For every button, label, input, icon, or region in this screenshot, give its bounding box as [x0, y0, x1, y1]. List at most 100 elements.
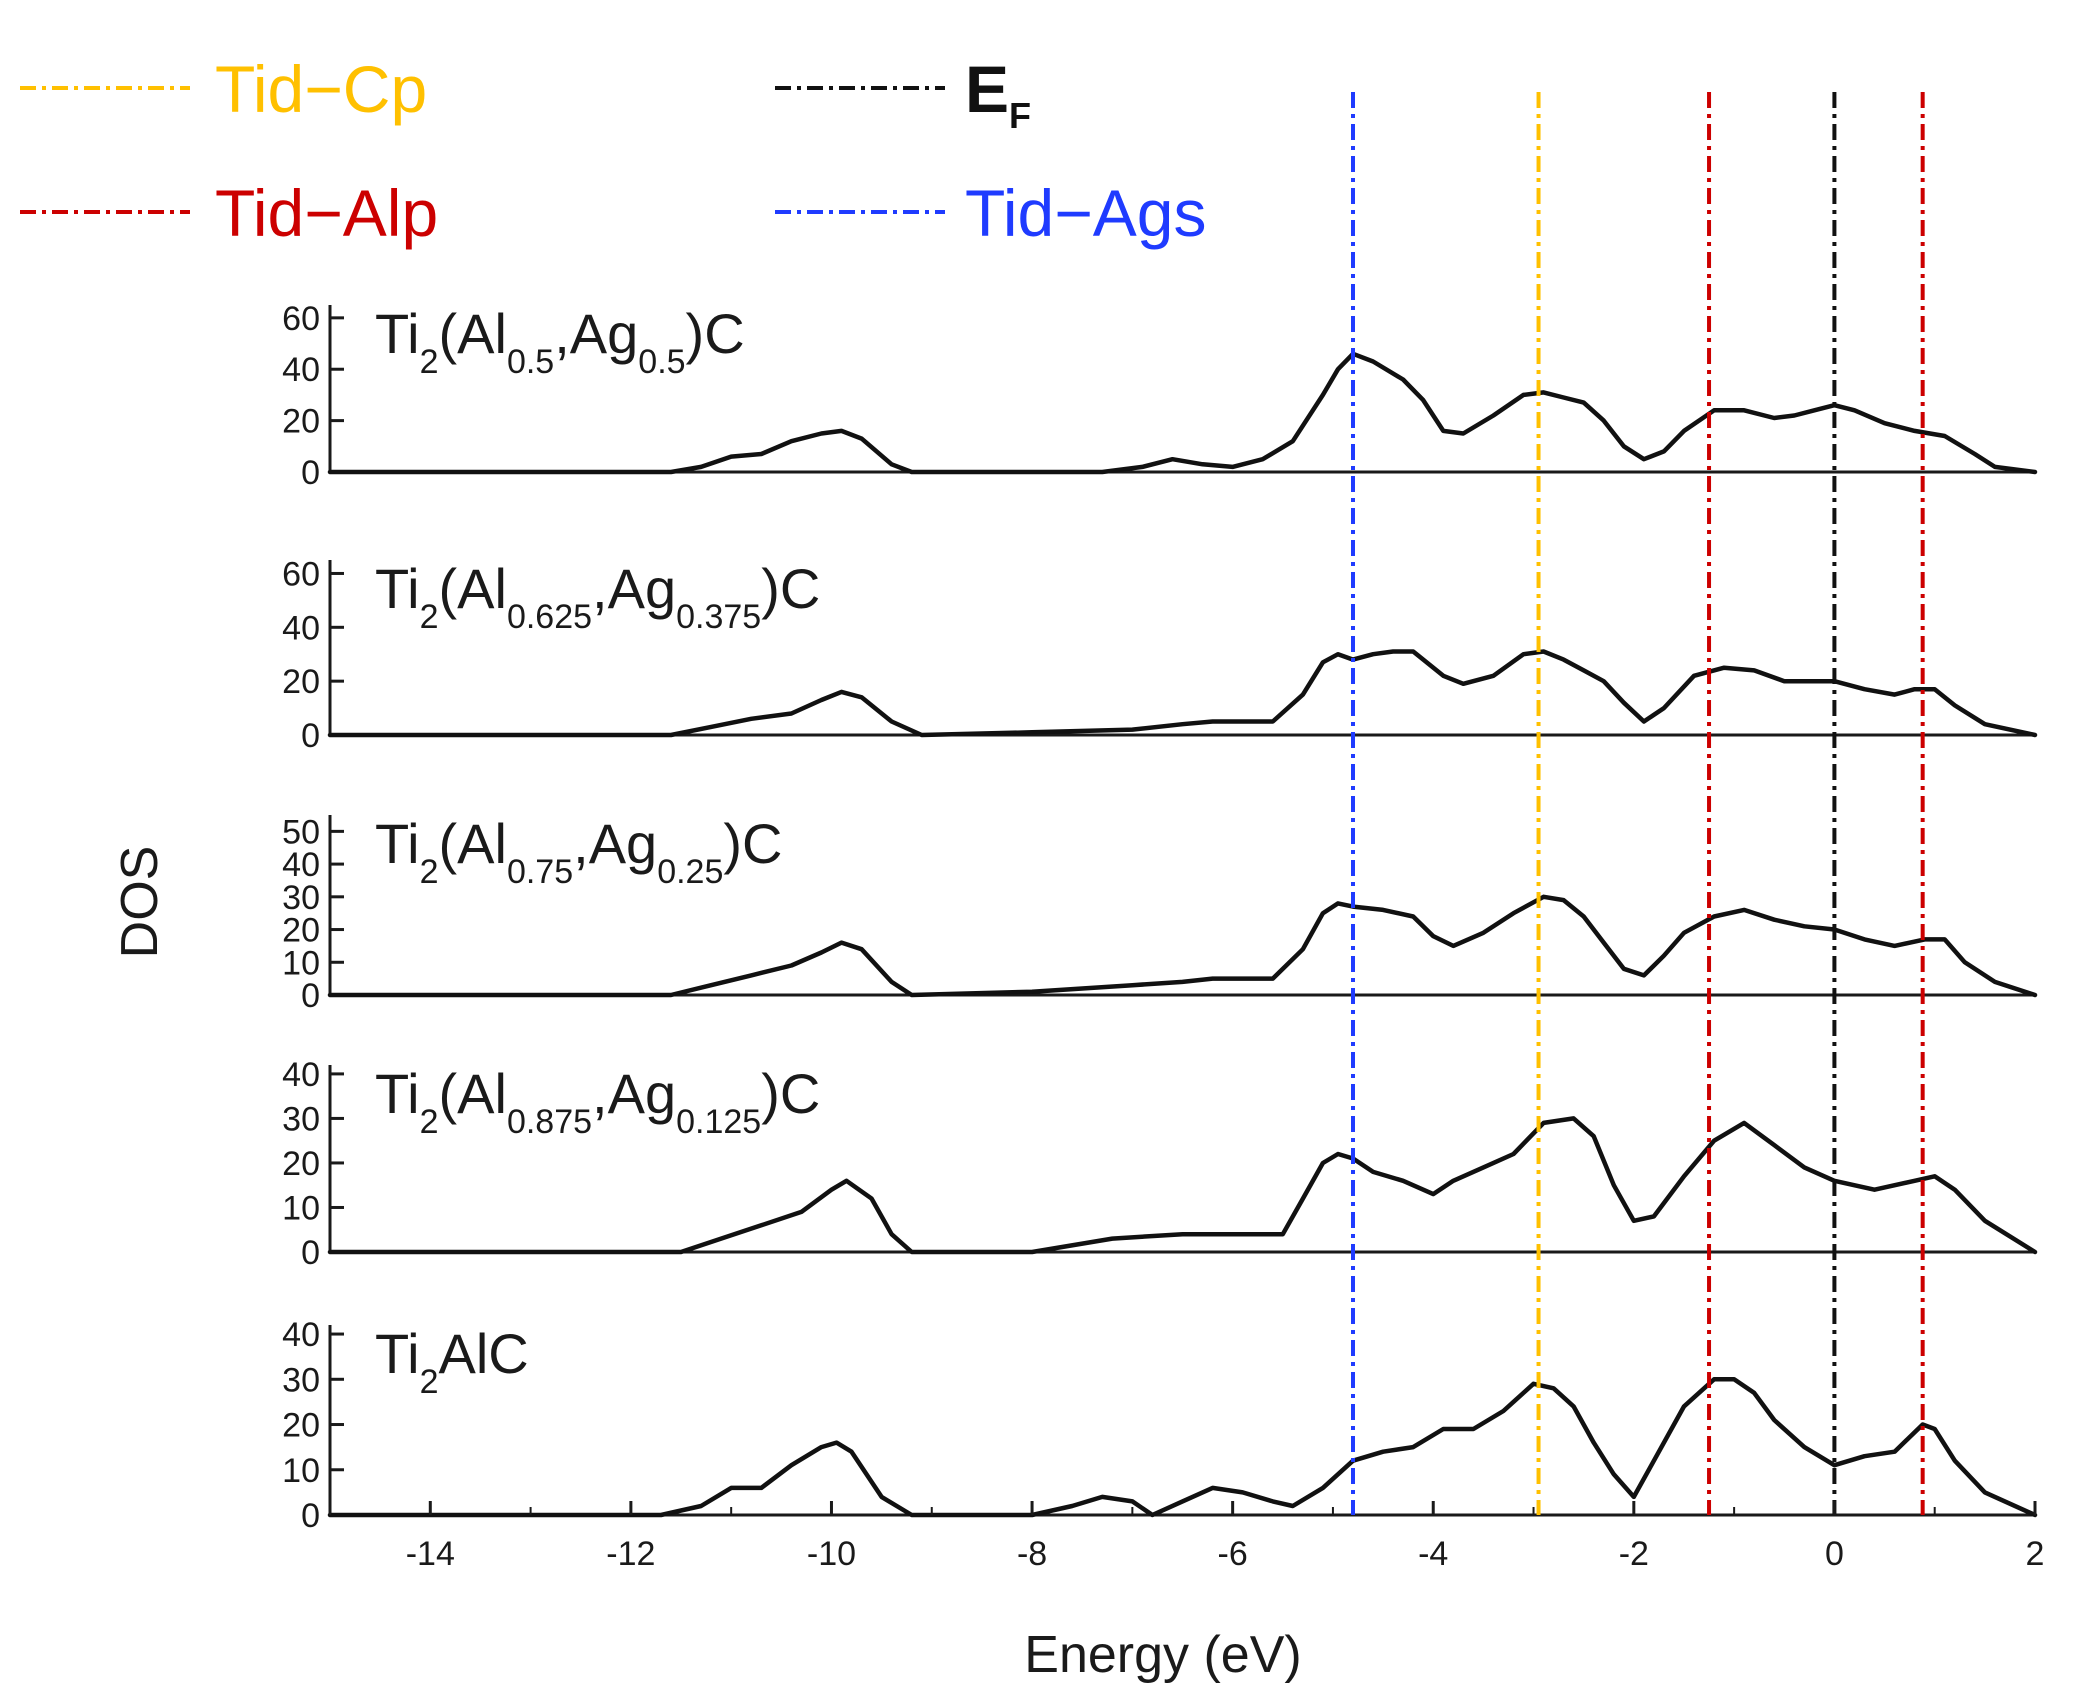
label-subscript: 0.875 — [507, 1103, 592, 1141]
label-text: )C — [723, 812, 782, 875]
label-subscript: 0.625 — [507, 598, 592, 636]
panel-label: Ti2(Al0.75,Ag0.25)C — [375, 812, 782, 891]
label-text: Ti — [375, 1322, 420, 1385]
label-text: AlC — [439, 1322, 529, 1385]
label-subscript: 2 — [420, 853, 439, 891]
x-tick-label: -8 — [1017, 1535, 1047, 1573]
y-tick-label: 60 — [282, 555, 320, 593]
y-tick-label: 0 — [301, 1497, 320, 1535]
y-tick-label: 20 — [282, 663, 320, 701]
x-tick-label: -2 — [1619, 1535, 1649, 1573]
label-text: (Al — [439, 302, 507, 365]
legend-label: EF — [965, 52, 1031, 136]
x-tick-label: -6 — [1218, 1535, 1248, 1573]
y-tick-label: 30 — [282, 1361, 320, 1399]
label-subscript: 0.125 — [676, 1103, 761, 1141]
label-subscript: 0.75 — [507, 853, 573, 891]
dos-panel-5: 0 10 20 30 40 Ti2AlC — [282, 1316, 2038, 1535]
legend-item: Tid−Alp — [20, 176, 438, 250]
dos-panel-2: 0 20 40 60 Ti2(Al0.625,Ag0.375)C — [282, 555, 2038, 755]
y-tick-label: 10 — [282, 944, 320, 982]
dos-curve — [327, 894, 2038, 998]
dos-curve — [327, 351, 2038, 475]
y-tick-label: 40 — [282, 351, 320, 389]
y-tick-label: 20 — [282, 403, 320, 441]
y-tick-label: 60 — [282, 300, 320, 338]
y-tick-label: 20 — [282, 1145, 320, 1183]
y-tick-label: 30 — [282, 1100, 320, 1138]
x-tick-label: -14 — [406, 1535, 455, 1573]
legend-text: Tid−Alp — [215, 176, 438, 250]
y-tick-label: 0 — [301, 977, 320, 1015]
label-text: )C — [761, 557, 820, 620]
x-axis-title: Energy (eV) — [1024, 1626, 1301, 1684]
legend-subscript: F — [1009, 95, 1031, 136]
x-axis: -14 -12 -10 -8 -6 -4 -2 0 2 — [329, 1501, 2045, 1573]
y-tick-label: 20 — [282, 912, 320, 950]
label-text: ,Ag — [573, 812, 657, 875]
dos-panel-4: 0 10 20 30 40 Ti2(Al0.875,Ag0.125)C — [282, 1056, 2038, 1272]
panel-label: Ti2(Al0.625,Ag0.375)C — [375, 557, 820, 636]
label-subscript: 0.375 — [676, 598, 761, 636]
y-tick-label: 30 — [282, 879, 320, 917]
y-tick-label: 50 — [282, 813, 320, 851]
label-subscript: 2 — [420, 1363, 439, 1401]
dos-curve — [327, 1116, 2038, 1255]
label-subscript: 0.5 — [507, 343, 554, 381]
label-subscript: 2 — [420, 343, 439, 381]
y-tick-label: 40 — [282, 609, 320, 647]
label-text: Ti — [375, 302, 420, 365]
y-tick-label: 20 — [282, 1407, 320, 1445]
legend: Tid−Cp Tid−Alp EF Tid−Ags — [20, 52, 1207, 250]
x-tick-label: -12 — [606, 1535, 655, 1573]
dos-curve — [327, 649, 2038, 738]
label-subscript: 2 — [420, 598, 439, 636]
y-tick-label: 0 — [301, 1234, 320, 1272]
x-tick-label: 0 — [1825, 1535, 1844, 1573]
label-text: (Al — [439, 557, 507, 620]
legend-label: Tid−Cp — [215, 52, 427, 126]
y-tick-label: 10 — [282, 1452, 320, 1490]
legend-text: E — [965, 52, 1009, 126]
y-axis-title: DOS — [111, 846, 169, 959]
label-text: Ti — [375, 557, 420, 620]
legend-item: Tid−Ags — [775, 176, 1207, 250]
x-tick-label: -4 — [1418, 1535, 1448, 1573]
label-text: ,Ag — [554, 302, 638, 365]
reference-lines — [1351, 92, 1925, 1515]
label-subscript: 0.5 — [638, 343, 685, 381]
label-text: (Al — [439, 812, 507, 875]
panel-label: Ti2AlC — [375, 1322, 529, 1401]
label-text: Ti — [375, 1062, 420, 1125]
panel-label: Ti2(Al0.875,Ag0.125)C — [375, 1062, 820, 1141]
x-tick-label: 2 — [2026, 1535, 2045, 1573]
y-tick-label: 0 — [301, 454, 320, 492]
x-tick-label: -10 — [807, 1535, 856, 1573]
legend-item: EF — [775, 52, 1031, 136]
dos-curve — [327, 1377, 2038, 1518]
y-tick-label: 0 — [301, 717, 320, 755]
label-text: )C — [761, 1062, 820, 1125]
y-tick-label: 40 — [282, 1316, 320, 1354]
label-text: ,Ag — [592, 557, 676, 620]
label-subscript: 0.25 — [657, 853, 723, 891]
label-text: )C — [686, 302, 745, 365]
panel-label: Ti2(Al0.5,Ag0.5)C — [375, 302, 745, 381]
legend-label: Tid−Ags — [965, 176, 1207, 250]
y-tick-label: 40 — [282, 846, 320, 884]
legend-text: Tid−Cp — [215, 52, 427, 126]
label-text: ,Ag — [592, 1062, 676, 1125]
label-text: (Al — [439, 1062, 507, 1125]
y-tick-label: 40 — [282, 1056, 320, 1094]
legend-item: Tid−Cp — [20, 52, 427, 126]
legend-label: Tid−Alp — [215, 176, 438, 250]
label-text: Ti — [375, 812, 420, 875]
label-subscript: 2 — [420, 1103, 439, 1141]
legend-text: Tid−Ags — [965, 176, 1207, 250]
y-tick-label: 10 — [282, 1189, 320, 1227]
